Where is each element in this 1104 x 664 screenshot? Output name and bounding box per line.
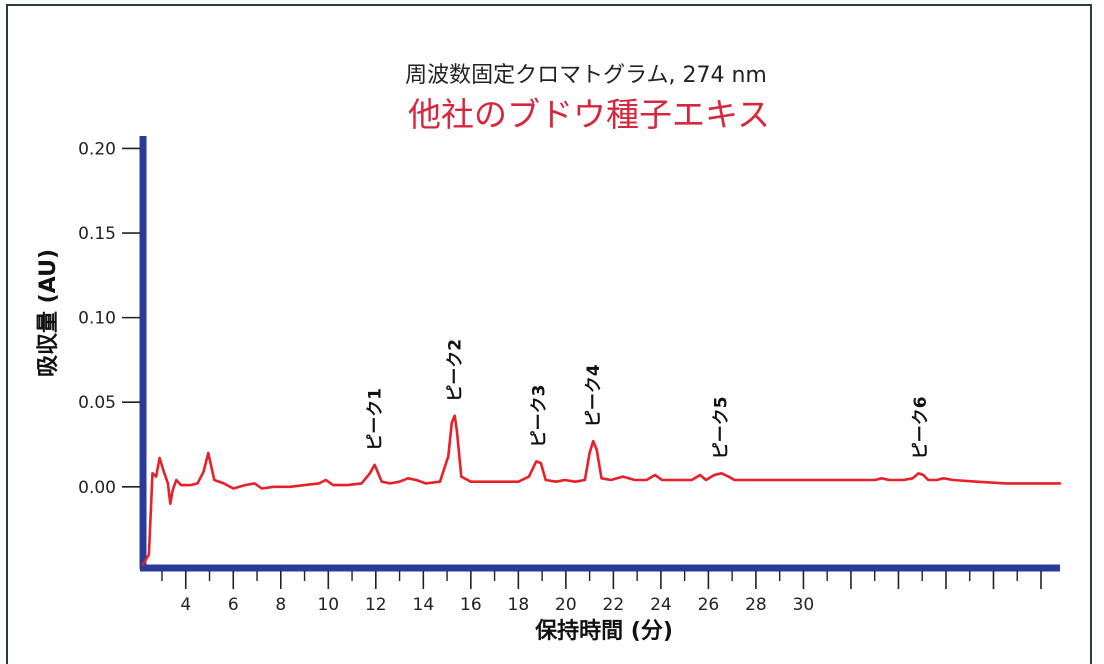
- x-tick-label: 12: [365, 595, 387, 615]
- y-tick-label: 0.20: [78, 139, 116, 159]
- x-tick-label: 10: [317, 595, 339, 615]
- peak-label: ピーク4: [584, 364, 604, 427]
- series-line: [141, 414, 1062, 566]
- y-tick-label: 0.05: [78, 393, 116, 413]
- peak-label: ピーク6: [911, 396, 931, 459]
- y-tick-label: 0.10: [78, 309, 116, 329]
- y-tick-label: 0.15: [78, 224, 116, 244]
- x-tick-label: 22: [603, 595, 625, 615]
- chart-subtitle: 他社のブドウ種子エキス: [408, 95, 770, 134]
- x-tick-label: 14: [413, 595, 435, 615]
- x-tick-label: 6: [228, 595, 239, 615]
- x-tick-label: 30: [793, 595, 815, 615]
- x-tick-label: 18: [508, 595, 530, 615]
- peak-label: ピーク5: [711, 396, 731, 459]
- y-tick-label: 0.00: [78, 478, 116, 498]
- peak-label: ピーク3: [530, 385, 550, 448]
- x-tick-label: 26: [698, 595, 720, 615]
- y-axis: 0.00 0.05 0.10 0.15 0.20: [78, 136, 147, 569]
- x-axis-label: 保持時間 (分): [534, 619, 673, 644]
- x-tick-label: 24: [650, 595, 672, 615]
- chart-frame: [6, 4, 1092, 664]
- peak-label: ピーク1: [366, 388, 386, 451]
- peak-label: ピーク2: [446, 339, 466, 402]
- annotation-layer: ピーク1 ピーク2 ピーク3 ピーク4 ピーク5 ピーク6: [366, 339, 931, 459]
- x-tick-label: 20: [555, 595, 577, 615]
- x-tick-label: 4: [180, 595, 191, 615]
- chart-title: 周波数固定クロマトグラム, 274 nm: [405, 63, 767, 88]
- x-axis: 4 6 8 10 12 14 16 18 20 22 24 26 28 30: [140, 564, 1060, 615]
- y-axis-label: 吸収量 (AU): [36, 249, 61, 377]
- x-tick-label: 28: [745, 595, 767, 615]
- series-layer: [141, 414, 1062, 566]
- x-tick-label: 16: [460, 595, 482, 615]
- x-tick-label: 8: [275, 595, 286, 615]
